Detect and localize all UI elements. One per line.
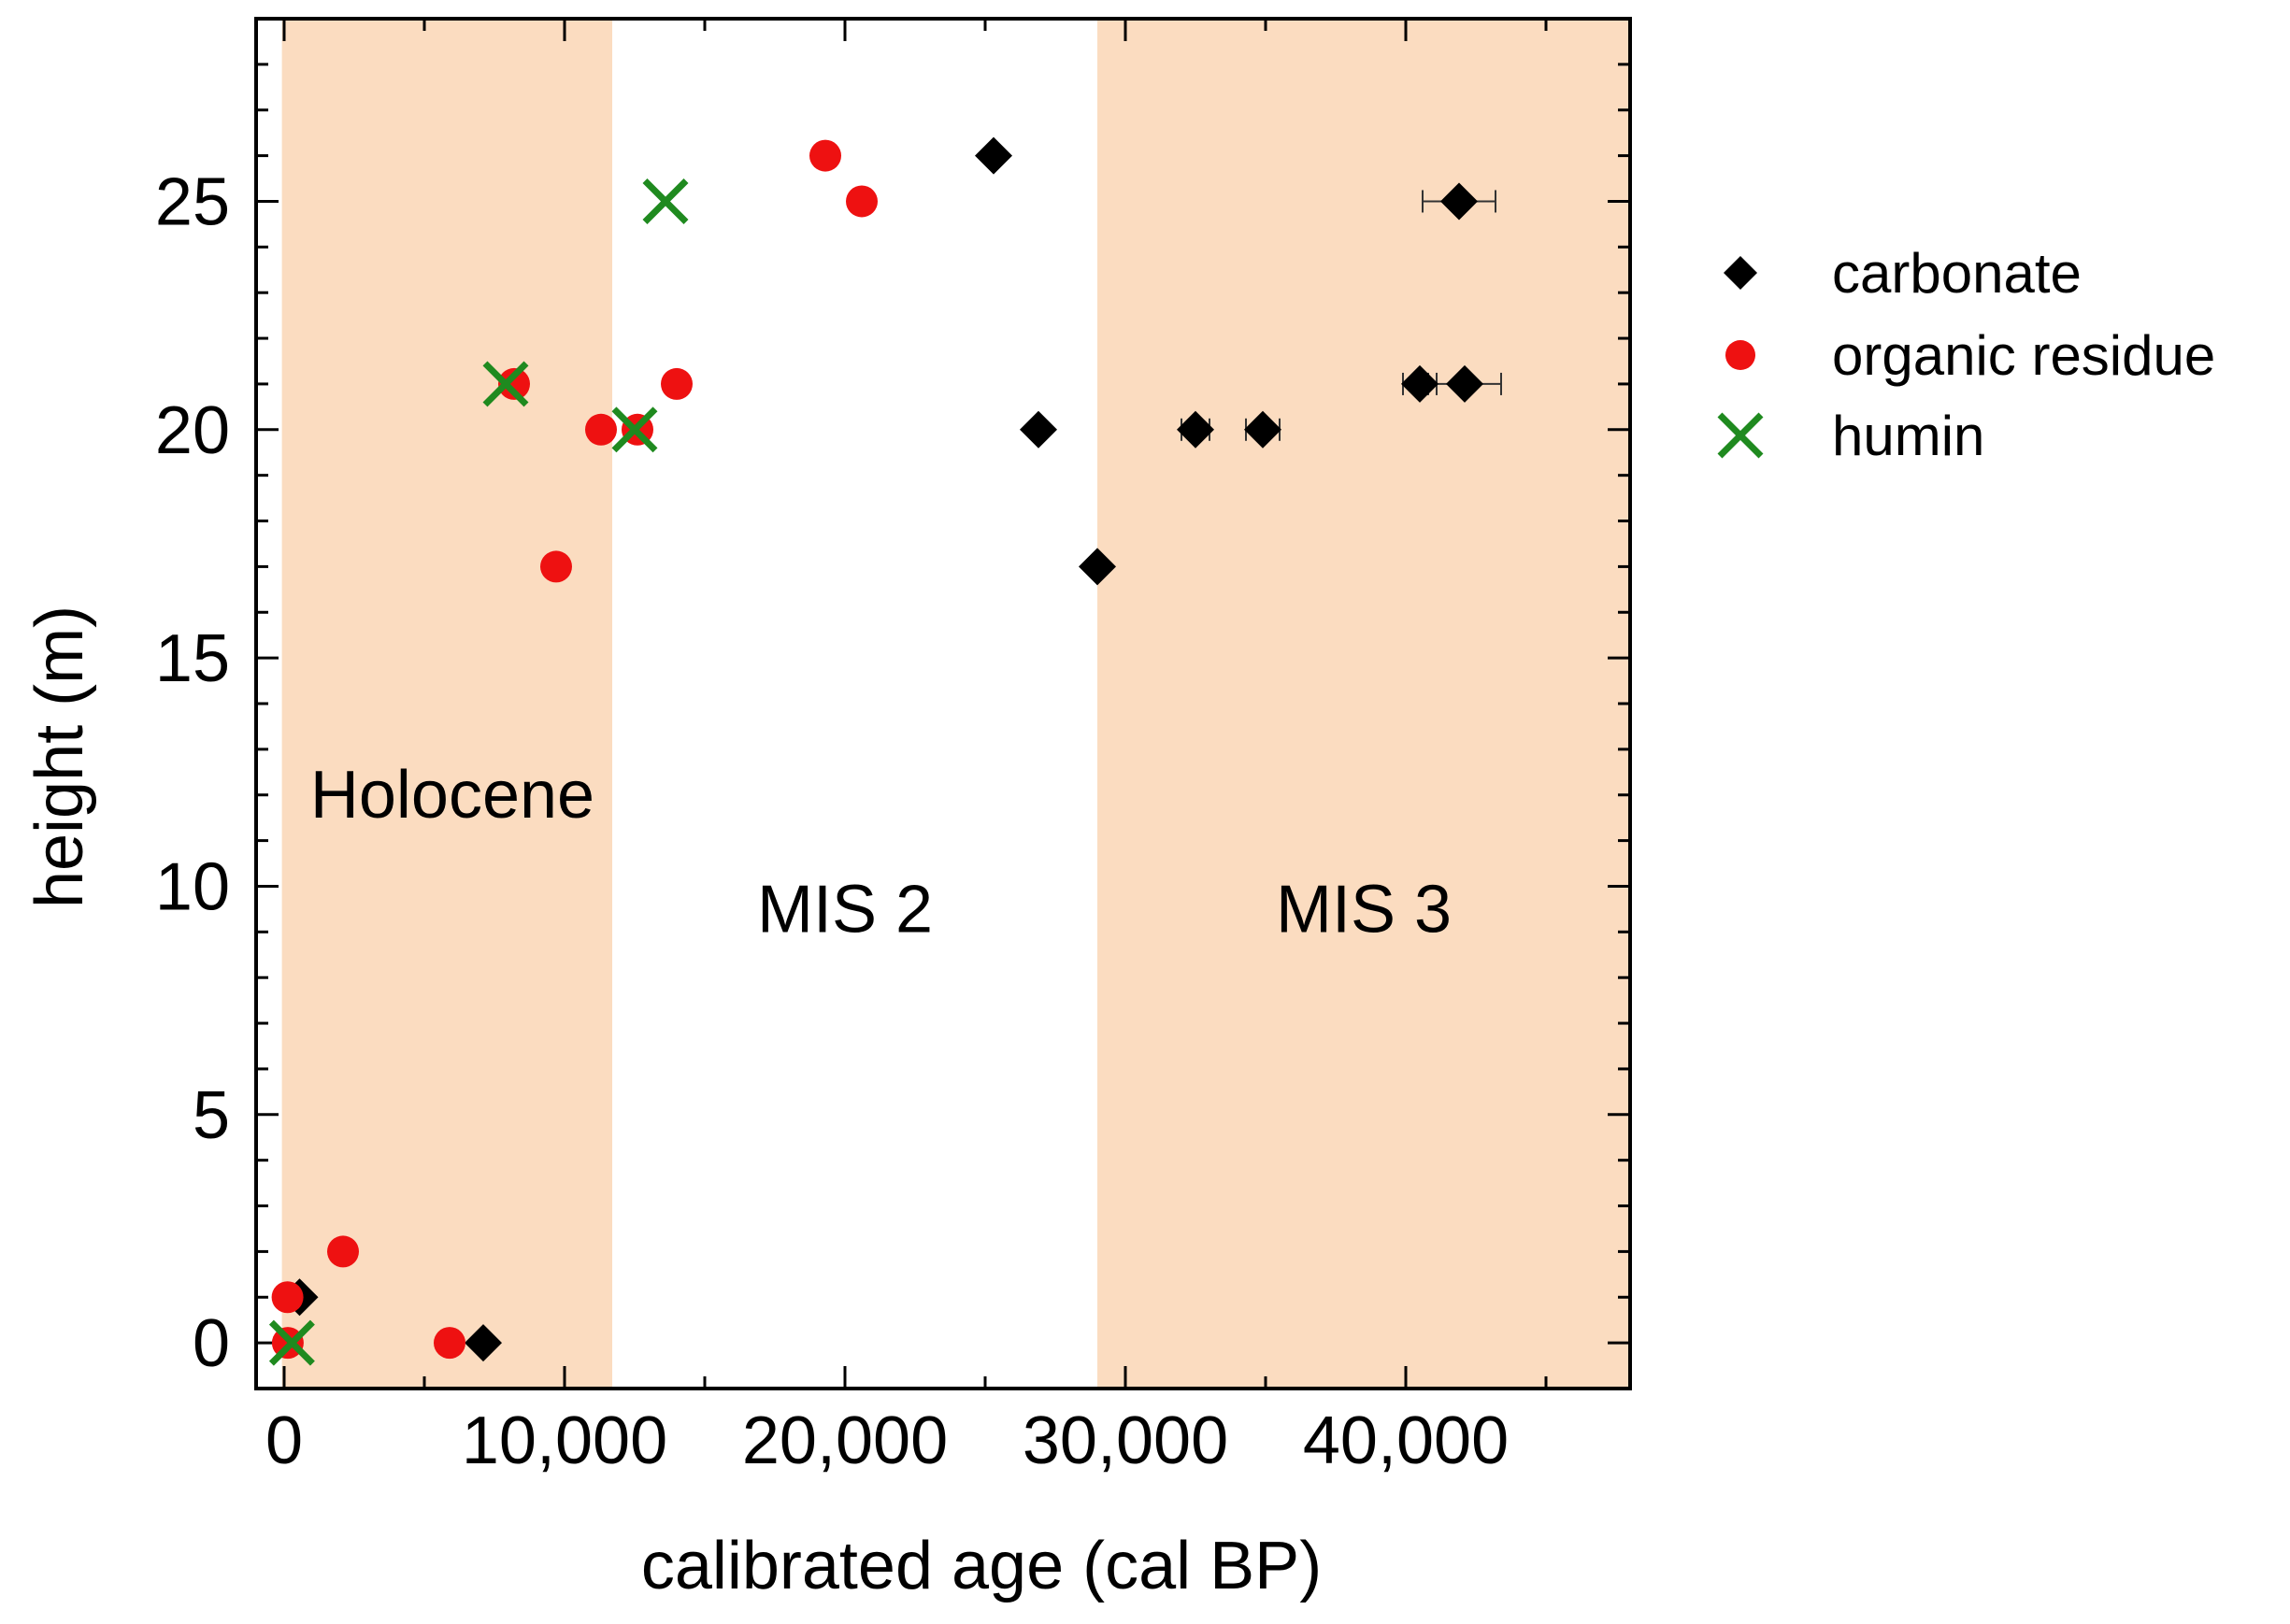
legend-humin-marker-stroke-b [1717,412,1764,459]
x-tick-label: 40,000 [1303,1403,1509,1478]
carbonate-point [1401,364,1438,403]
organic-residue-point [271,1281,304,1314]
humin-point [642,178,689,224]
humin-point [482,361,529,407]
carbonate-point [1446,364,1483,403]
y-axis-title: height (m) [22,605,97,908]
organic-residue-point [809,139,841,172]
legend-organic-residue-marker [1725,340,1755,370]
x-axis-title: calibrated age (cal BP) [641,1529,1322,1603]
y-tick-label: 5 [193,1078,230,1153]
organic-residue-point [327,1235,359,1268]
organic-residue-point [540,550,572,583]
organic-residue-point [585,413,617,446]
legend-humin-marker [1717,412,1764,459]
legend-carbonate-marker [1724,256,1757,290]
carbonate-point [465,1324,502,1362]
organic-residue-point [661,367,693,400]
x-tick-label: 30,000 [1023,1403,1228,1478]
x-tick-label: 0 [265,1403,303,1478]
era-region-2 [1097,19,1630,1389]
carbonate-point [1440,182,1478,221]
carbonate-point [1244,410,1281,449]
organic-residue-point [498,367,530,400]
carbonate-point [975,136,1012,175]
era-label-1: MIS 2 [757,872,933,947]
plot-frame [254,17,1632,1390]
axis-ticks [256,19,1630,1389]
era-region-0 [281,19,612,1389]
x-tick-label: 10,000 [462,1403,667,1478]
organic-residue-point [434,1327,465,1360]
carbonate-point [1020,410,1057,449]
y-tick-label: 15 [155,621,230,696]
y-tick-label: 20 [155,393,230,468]
era-label-0: Holocene [310,758,594,833]
x-tick-label: 20,000 [742,1403,948,1478]
humin-point [611,406,658,453]
data-points [268,136,1483,1366]
era-labels: Holocene MIS 2 MIS 3 [310,758,1452,947]
humin-point-stroke-b [642,178,689,224]
y-tick-label: 25 [155,164,230,239]
x-tick-labels: 0 10,000 20,000 30,000 40,000 [265,1403,1509,1478]
humin-point-stroke-b [611,406,658,453]
humin-point-stroke-b [268,1319,315,1366]
legend-humin-label: humin [1832,405,1984,467]
y-tick-label: 0 [193,1306,230,1381]
carbonate-point [1177,410,1214,449]
organic-residue-point [846,185,878,218]
legend-carbonate-label: carbonate [1832,242,2082,305]
humin-point-stroke-b [482,361,529,407]
legend-organic-residue-label: organic residue [1832,324,2215,387]
y-tick-labels: 0 5 10 15 20 25 [155,164,230,1381]
era-regions [281,19,1630,1389]
humin-point [268,1319,315,1366]
era-label-2: MIS 3 [1276,872,1452,947]
legend: carbonate organic residue humin [1717,242,2215,467]
y-tick-label: 10 [155,849,230,924]
carbonate-point [1079,548,1116,586]
